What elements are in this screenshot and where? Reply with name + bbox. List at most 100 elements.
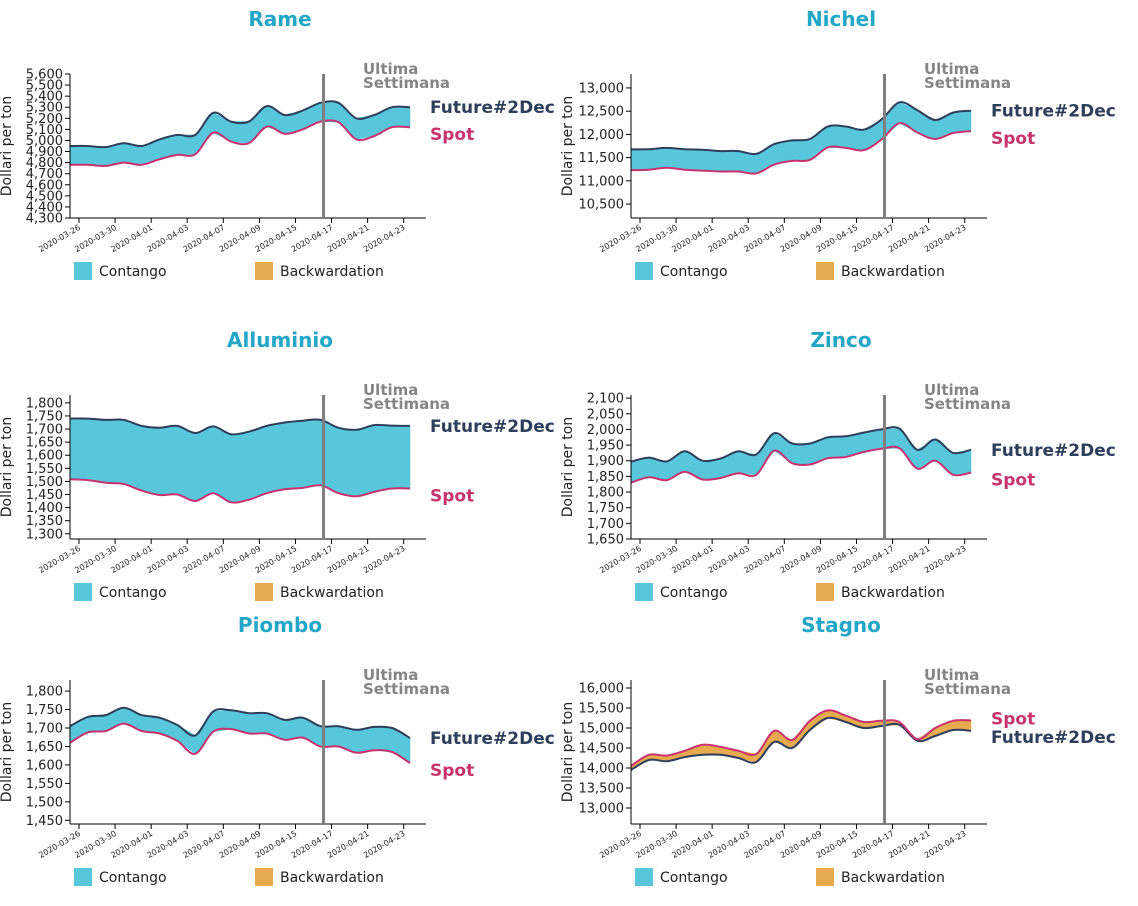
legend-backwardation-swatch [255, 583, 273, 601]
last-week-label: Ultima [924, 60, 979, 78]
chart-panel-zinco: Zinco 1,650 1,700 1,750 1,800 1,850 1,900 1,950… [560, 321, 1130, 621]
contango-area-segment [248, 425, 268, 501]
last-week-label: Settimana [924, 395, 1011, 413]
y-tick-label: 4,900 [26, 145, 63, 160]
contango-area-segment [373, 424, 393, 493]
chart-svg: Stagno 13,000 13,500 14,000 14,500 15,000 15,5… [560, 613, 1116, 886]
y-axis-label: Dollari per ton [560, 96, 576, 196]
y-tick-label: 1,400 [26, 501, 63, 516]
y-tick-label: 1,750 [26, 703, 63, 718]
contango-area-segment [248, 712, 268, 734]
y-tick-label: 5,200 [26, 112, 63, 127]
future-series-label: Future#2Dec [430, 417, 555, 437]
contango-area-segment [284, 420, 303, 490]
contango-area-segment [69, 418, 89, 481]
spot-series-line [69, 119, 411, 167]
future-series-label: Future#2Dec [991, 728, 1116, 748]
future-series-line [630, 101, 972, 156]
contango-area-segment [177, 425, 196, 502]
legend-contango-swatch [74, 583, 92, 601]
y-tick-label: 13,000 [579, 81, 625, 96]
chart-title-alluminio: Alluminio [227, 328, 333, 352]
y-tick-label: 11,000 [579, 174, 625, 189]
last-week-label: Settimana [924, 680, 1011, 698]
last-week-label: Settimana [924, 74, 1011, 92]
contango-area-segment [373, 726, 393, 753]
spot-series-line [630, 709, 972, 767]
last-week-label: Ultima [363, 381, 418, 399]
y-tick-label: 1,800 [587, 486, 624, 501]
spot-series-label: Spot [430, 761, 474, 781]
legend-backwardation-swatch [255, 868, 273, 886]
y-tick-label: 5,500 [26, 79, 63, 94]
chart-svg: Alluminio1,3001,3501,4001,4501,5001,5501… [0, 328, 555, 601]
future-series-line [630, 716, 972, 771]
y-tick-label: 4,800 [26, 156, 63, 171]
legend-contango-label: Contango [660, 870, 728, 886]
y-tick-label: 4,400 [26, 200, 63, 215]
last-week-label: Ultima [363, 60, 418, 78]
legend-contango-label: Contango [99, 870, 167, 886]
legend-backwardation-swatch [816, 583, 834, 601]
contango-area-segment [648, 147, 668, 171]
contango-area-segment [141, 425, 160, 496]
y-tick-label: 5,300 [26, 101, 63, 116]
y-tick-label: 5,100 [26, 123, 63, 138]
spot-series-label: Spot [991, 709, 1035, 729]
future-series-line [69, 417, 411, 436]
last-week-label: Ultima [363, 666, 418, 684]
contango-area-segment [69, 145, 89, 166]
contango-area-segment [338, 427, 357, 497]
y-tick-label: 4,500 [26, 189, 63, 204]
contango-area-segment [302, 419, 321, 489]
y-tick-label: 1,600 [26, 758, 63, 773]
legend-backwardation-swatch [816, 262, 834, 280]
chart-title-stagno: Stagno [801, 613, 881, 637]
last-week-label: Settimana [363, 395, 450, 413]
chart-title-rame: Rame [248, 7, 311, 31]
legend-contango-swatch [74, 262, 92, 280]
last-week-label: Ultima [924, 381, 979, 399]
y-tick-label: 1,350 [26, 514, 63, 529]
legend-contango-label: Contango [660, 264, 728, 280]
legend-backwardation-label: Backwardation [280, 264, 384, 280]
chart-svg: Piombo 1,450 1,500 1,550 1,600 1,650 1,700 1,75… [0, 613, 555, 886]
legend-contango-swatch [74, 868, 92, 886]
spot-series-line [69, 478, 411, 504]
chart-panel-stagno: Stagno 13,000 13,500 14,000 14,500 15,000 15,5… [560, 606, 1130, 906]
future-series-line [630, 426, 972, 463]
spot-series-label: Spot [430, 486, 474, 506]
y-tick-label: 4,700 [26, 167, 63, 182]
y-axis-label: Dollari per ton [0, 96, 15, 196]
y-tick-label: 1,550 [26, 777, 63, 792]
y-tick-label: 1,850 [587, 470, 624, 485]
y-tick-label: 1,450 [26, 814, 63, 829]
y-axis-label: Dollari per ton [0, 702, 15, 802]
contango-area-segment [87, 418, 107, 484]
contango-area-segment [391, 425, 411, 489]
contango-area-segment [355, 726, 375, 754]
contango-area-segment [123, 419, 142, 492]
chart-title-nichel: Nichel [806, 7, 876, 31]
chart-panel-piombo: Piombo 1,450 1,500 1,550 1,600 1,650 1,700 1,75… [0, 606, 569, 906]
y-tick-label: 15,000 [579, 722, 625, 737]
y-tick-label: 1,800 [26, 396, 63, 411]
chart-title-zinco: Zinco [810, 328, 871, 352]
contango-area-segment [266, 422, 286, 494]
y-tick-label: 10,500 [579, 198, 625, 213]
future-series-line [69, 706, 411, 739]
chart-panel-alluminio: Alluminio 1,300 1,350 1,400 1,450 1,500 1,550 1… [0, 321, 569, 621]
contango-area-segment [230, 121, 250, 144]
y-tick-label: 1,700 [26, 423, 63, 438]
contango-area-segment [391, 106, 411, 128]
y-tick-label: 5,400 [26, 90, 63, 105]
last-week-label: Settimana [363, 74, 450, 92]
legend-backwardation-swatch [816, 868, 834, 886]
spot-series-line [630, 122, 972, 175]
legend-backwardation-label: Backwardation [280, 585, 384, 601]
y-tick-label: 1,650 [587, 533, 624, 548]
chart-svg: Rame4,3004,4004,5004,6004,7004,8004,9005… [0, 7, 555, 280]
spot-series-label: Spot [991, 471, 1035, 491]
contango-area-segment [87, 714, 107, 733]
legend-backwardation-label: Backwardation [841, 870, 945, 886]
